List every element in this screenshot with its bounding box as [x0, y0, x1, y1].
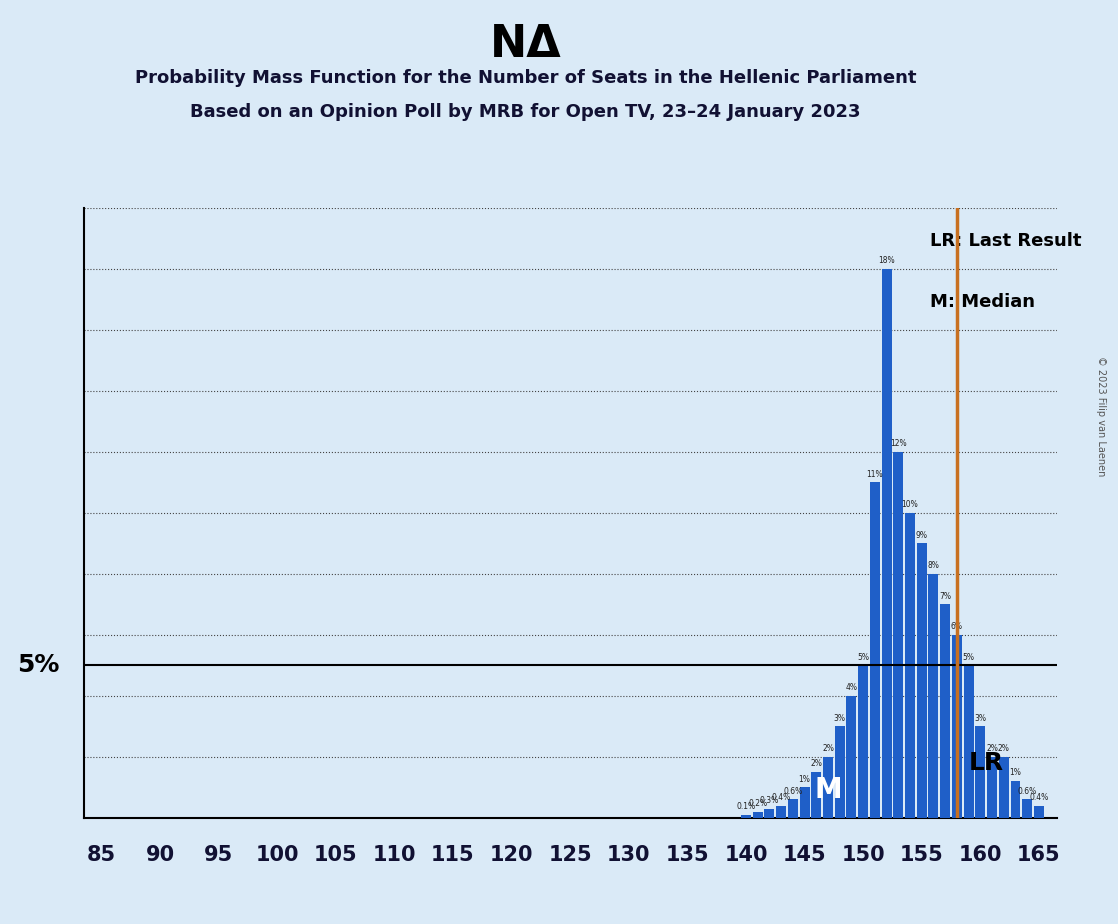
- Text: 100: 100: [255, 845, 299, 865]
- Bar: [975, 726, 985, 818]
- Bar: [998, 757, 1008, 818]
- Text: 165: 165: [1017, 845, 1061, 865]
- Bar: [893, 452, 903, 818]
- Text: 6%: 6%: [951, 622, 963, 631]
- Text: Based on an Opinion Poll by MRB for Open TV, 23–24 January 2023: Based on an Opinion Poll by MRB for Open…: [190, 103, 861, 121]
- Text: 0.4%: 0.4%: [771, 793, 790, 802]
- Text: 2%: 2%: [986, 744, 998, 753]
- Text: 1%: 1%: [1010, 769, 1022, 777]
- Text: 1%: 1%: [798, 774, 811, 784]
- Text: 160: 160: [958, 845, 1002, 865]
- Text: 105: 105: [314, 845, 358, 865]
- Bar: [1011, 781, 1021, 818]
- Text: 7%: 7%: [939, 591, 951, 601]
- Bar: [776, 806, 786, 818]
- Text: LR: LR: [968, 751, 1004, 775]
- Text: 2%: 2%: [998, 744, 1010, 753]
- Text: 10%: 10%: [901, 500, 918, 509]
- Text: M: M: [814, 776, 842, 804]
- Text: 95: 95: [203, 845, 234, 865]
- Text: 145: 145: [783, 845, 826, 865]
- Text: 90: 90: [145, 845, 174, 865]
- Text: 0.6%: 0.6%: [1017, 786, 1036, 796]
- Text: 115: 115: [432, 845, 475, 865]
- Text: 0.3%: 0.3%: [760, 796, 779, 805]
- Text: 155: 155: [900, 845, 944, 865]
- Bar: [917, 543, 927, 818]
- Text: 4%: 4%: [845, 683, 858, 692]
- Text: 120: 120: [490, 845, 533, 865]
- Text: 18%: 18%: [879, 256, 894, 265]
- Bar: [987, 757, 997, 818]
- Bar: [752, 811, 762, 818]
- Bar: [1034, 806, 1044, 818]
- Text: 110: 110: [372, 845, 416, 865]
- Bar: [1022, 799, 1032, 818]
- Text: NΔ: NΔ: [490, 23, 561, 67]
- Text: 2%: 2%: [822, 744, 834, 753]
- Text: 2%: 2%: [811, 760, 822, 769]
- Text: 150: 150: [842, 845, 885, 865]
- Text: 5%: 5%: [858, 652, 869, 662]
- Bar: [846, 696, 856, 818]
- Bar: [823, 757, 833, 818]
- Bar: [859, 665, 869, 818]
- Text: 11%: 11%: [866, 469, 883, 479]
- Text: 0.4%: 0.4%: [1030, 793, 1049, 802]
- Bar: [964, 665, 974, 818]
- Bar: [870, 482, 880, 818]
- Text: 8%: 8%: [928, 561, 939, 570]
- Text: 0.1%: 0.1%: [737, 802, 756, 811]
- Bar: [741, 815, 751, 818]
- Bar: [799, 787, 809, 818]
- Bar: [812, 772, 822, 818]
- Text: 9%: 9%: [916, 530, 928, 540]
- Text: 140: 140: [724, 845, 768, 865]
- Text: 0.2%: 0.2%: [748, 799, 767, 808]
- Text: 5%: 5%: [17, 653, 59, 677]
- Text: LR: Last Result: LR: Last Result: [930, 232, 1081, 250]
- Text: 85: 85: [87, 845, 116, 865]
- Bar: [928, 574, 938, 818]
- Text: Probability Mass Function for the Number of Seats in the Hellenic Parliament: Probability Mass Function for the Number…: [134, 69, 917, 87]
- Text: 3%: 3%: [834, 713, 845, 723]
- Text: 130: 130: [607, 845, 651, 865]
- Text: 125: 125: [548, 845, 593, 865]
- Bar: [788, 799, 798, 818]
- Text: 12%: 12%: [890, 439, 907, 448]
- Text: © 2023 Filip van Laenen: © 2023 Filip van Laenen: [1097, 356, 1106, 476]
- Bar: [882, 269, 891, 818]
- Bar: [835, 726, 845, 818]
- Text: M: Median: M: Median: [930, 293, 1035, 311]
- Bar: [940, 604, 950, 818]
- Text: 135: 135: [665, 845, 709, 865]
- Text: 3%: 3%: [975, 713, 986, 723]
- Text: 0.6%: 0.6%: [784, 786, 803, 796]
- Text: 5%: 5%: [963, 652, 975, 662]
- Bar: [951, 635, 961, 818]
- Bar: [906, 513, 915, 818]
- Bar: [765, 808, 775, 818]
